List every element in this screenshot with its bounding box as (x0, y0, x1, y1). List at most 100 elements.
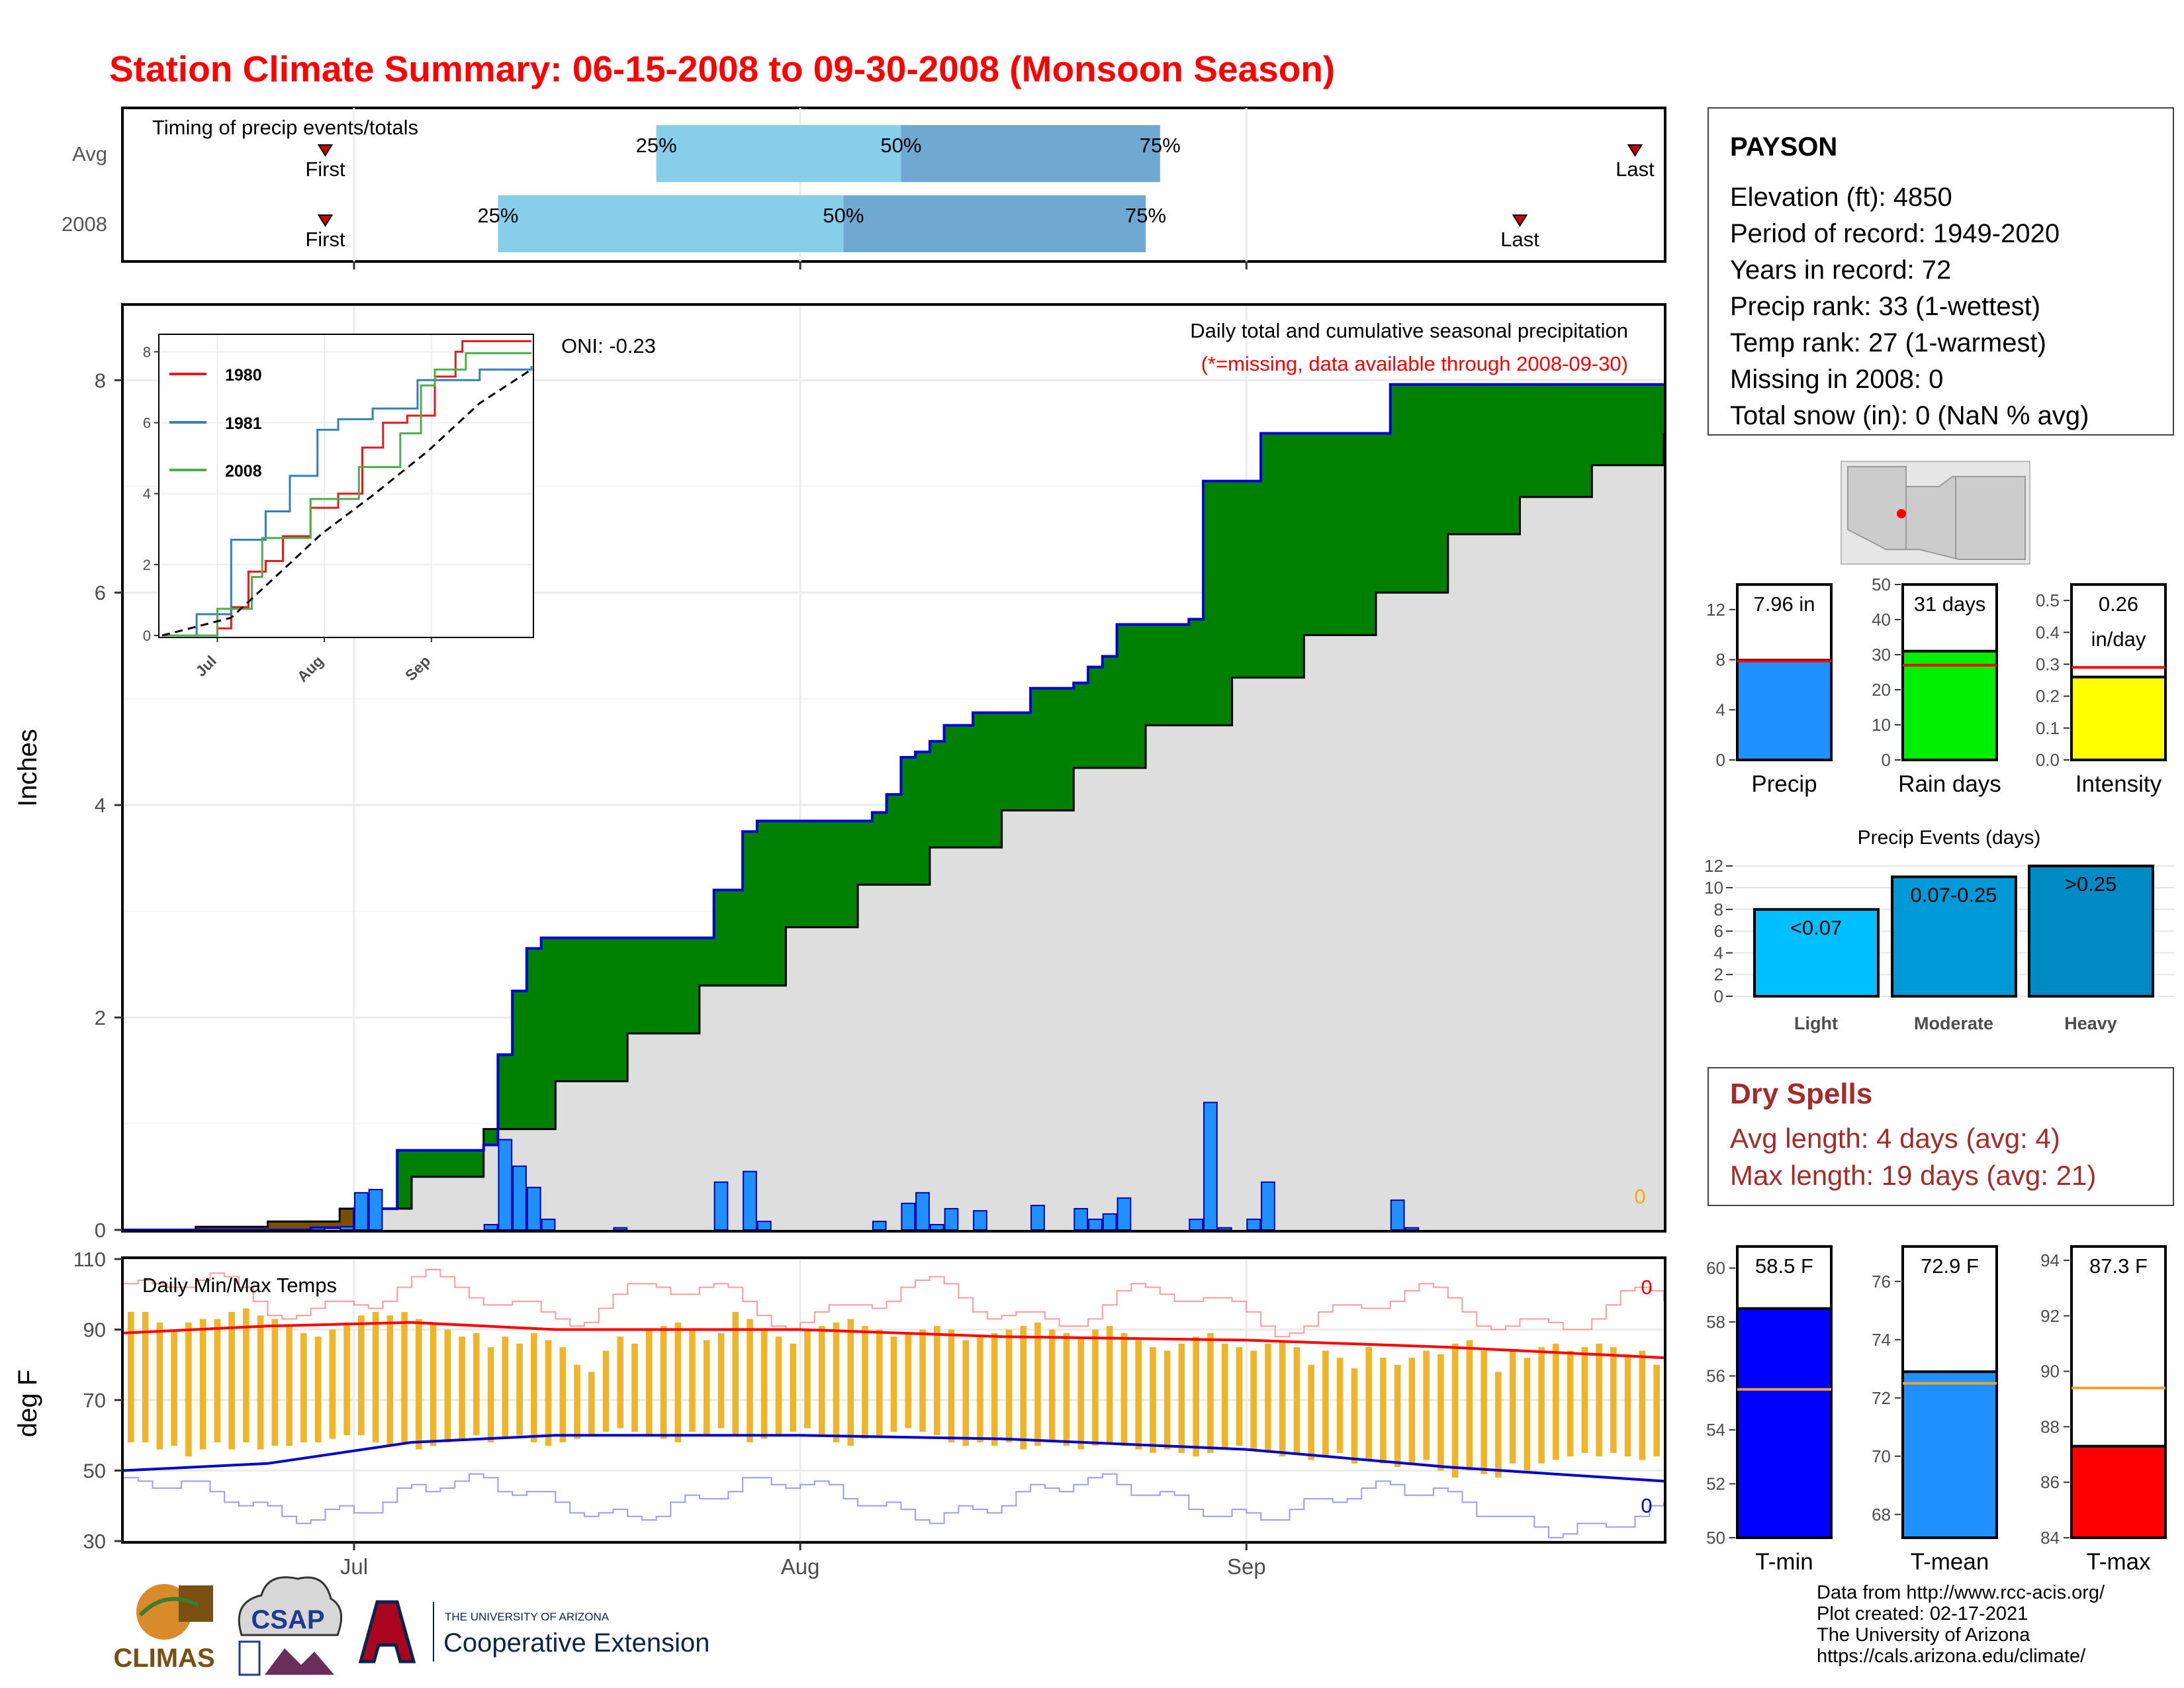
temp-range-bar (1178, 1343, 1185, 1453)
daily-precip-bar (1404, 1227, 1420, 1231)
timing-q50-label: 50% (880, 134, 921, 157)
timing-row-avg: Avg (72, 142, 107, 165)
temp-range-bar (1624, 1354, 1631, 1457)
timing-marker-first (317, 214, 334, 227)
tmin-summary-value: 58.5 F (1755, 1254, 1813, 1278)
daily-precip-bar (1189, 1218, 1204, 1231)
inset-legend: 1980 1981 2008 (169, 366, 262, 481)
events-ytick-label: 2 (1714, 964, 1723, 984)
temp-range-bar (1437, 1354, 1444, 1471)
temp-range-bar (1048, 1329, 1056, 1442)
temp-range-bar (401, 1311, 408, 1442)
temp-range-bar (1336, 1358, 1343, 1453)
temp-range-bar (1567, 1350, 1574, 1457)
tmin-summary-label: T-min (1755, 1549, 1813, 1575)
temp-range-bar (1163, 1350, 1171, 1450)
timing-panel-label: Timing of precip events/totals (152, 116, 418, 139)
temp-range-bar (257, 1315, 264, 1450)
timing-marker-first (317, 144, 334, 157)
precip-total-ytick-label: 8 (1716, 650, 1725, 670)
ua-logo-small-text: THE UNIVERSITY OF ARIZONA (445, 1611, 610, 1623)
ua-logo-big-text: Cooperative Extension (443, 1628, 709, 1658)
dry-spells-avg: Avg length: 4 days (avg: 4) (1730, 1123, 2060, 1154)
station-missing: Missing in 2008: 0 (1730, 365, 1944, 394)
rain-days-ytick-label: 40 (1872, 610, 1891, 630)
daily-precip-bar (1203, 1102, 1218, 1231)
temp-range-bar (1394, 1364, 1401, 1468)
daily-precip-bar (1030, 1205, 1045, 1231)
cumulative-surplus-area (124, 384, 1664, 1231)
timing-q75-label: 75% (1125, 204, 1166, 227)
temp-range-bar (314, 1336, 322, 1442)
temp-range-bar (300, 1333, 307, 1442)
tmean-summary-ytick-label: 72 (1872, 1388, 1891, 1408)
tmin-summary-ytick-label: 60 (1706, 1258, 1725, 1278)
temp-range-bar (1135, 1340, 1142, 1450)
temp-range-bar (862, 1326, 868, 1439)
precip-total-label: Precip (1751, 771, 1817, 797)
timing-last-label: Last (1500, 228, 1539, 251)
daily-precip-bar (483, 1223, 498, 1231)
x-axis-tick-label: Aug (781, 1554, 820, 1579)
temp-range-bar (1610, 1347, 1617, 1453)
inset-series-climatology (161, 368, 532, 637)
temp-range-bar (343, 1322, 350, 1436)
temp-range-bar (1408, 1358, 1416, 1464)
daily-precip-bar (310, 1227, 326, 1231)
dry-spells-box: Dry Spells Avg length: 4 days (avg: 4) M… (1707, 1067, 2174, 1206)
temp-ytick-label: 50 (83, 1460, 106, 1483)
temp-range-bar (1380, 1358, 1387, 1464)
events-bar-label: Heavy (2064, 1013, 2117, 1033)
temp-range-bar (185, 1322, 192, 1457)
csap-logo-text: CSAP (251, 1605, 324, 1634)
climas-logo: CLIMAS (113, 1584, 215, 1673)
temp-range-bar (1553, 1343, 1559, 1460)
temp-range-bar (199, 1319, 206, 1450)
temp-range-bar (1020, 1326, 1027, 1450)
temp-ytick-label: 90 (83, 1319, 106, 1342)
precip-ytick-label: 4 (95, 794, 106, 817)
temp-range-bar (559, 1347, 567, 1442)
temp-range-bar (1639, 1350, 1646, 1460)
inset-ytick-label: 0 (143, 628, 151, 644)
temp-range-bar (545, 1340, 552, 1446)
inset-frame (158, 334, 534, 638)
tmax-summary-ytick-label: 94 (2040, 1250, 2060, 1270)
daily-precip-bar (1102, 1213, 1117, 1231)
events-bar-light (1753, 908, 1880, 998)
temp-range-bar (1509, 1350, 1516, 1464)
daily-precip-bar (340, 1226, 354, 1231)
tmean-summary-ytick-label: 76 (1872, 1272, 1891, 1291)
temp-panel-label: Daily Min/Max Temps (142, 1274, 337, 1297)
daily-precip-bar (929, 1223, 944, 1231)
daily-precip-bar (1217, 1227, 1232, 1231)
temp-range-bar (142, 1311, 149, 1442)
temp-range-bar (1120, 1333, 1128, 1446)
temp-ytick-label: 30 (83, 1530, 106, 1553)
temp-range-bar (1524, 1358, 1531, 1471)
temp-range-bar (487, 1347, 494, 1442)
temp-range-bar (430, 1322, 437, 1446)
temp-range-bar (833, 1322, 840, 1442)
daily-precip-bar (756, 1221, 772, 1231)
temp-range-bar (790, 1343, 797, 1432)
tmax-summary-ytick-label: 86 (2040, 1472, 2060, 1492)
intensity-ytick-label: 0.2 (2036, 686, 2060, 706)
events-ytick-label: 0 (1714, 986, 1723, 1006)
daily-precip-bar (713, 1181, 729, 1231)
temp-range-bar (905, 1333, 912, 1429)
temp-yticks: 110 90 70 50 30 (73, 1248, 122, 1553)
temp-range-bar (459, 1336, 465, 1439)
precip-caption: Daily total and cumulative seasonal prec… (1190, 319, 1628, 342)
x-axis-tick-label: Jul (340, 1554, 368, 1579)
temp-range-bar (228, 1311, 235, 1450)
oni-label: ONI: -0.23 (561, 334, 656, 357)
temp-range-bar (962, 1340, 970, 1446)
intensity-label: Intensity (2075, 771, 2162, 797)
temp-range-bar (1265, 1343, 1271, 1453)
temp-range-bar (1581, 1347, 1588, 1453)
csap-logo: CSAP (238, 1576, 343, 1676)
intensity-ytick-label: 0.3 (2036, 654, 2060, 674)
station-temp-rank: Temp rank: 27 (1-warmest) (1730, 328, 2046, 357)
ua-logo: THE UNIVERSITY OF ARIZONA Cooperative Ex… (358, 1600, 709, 1664)
